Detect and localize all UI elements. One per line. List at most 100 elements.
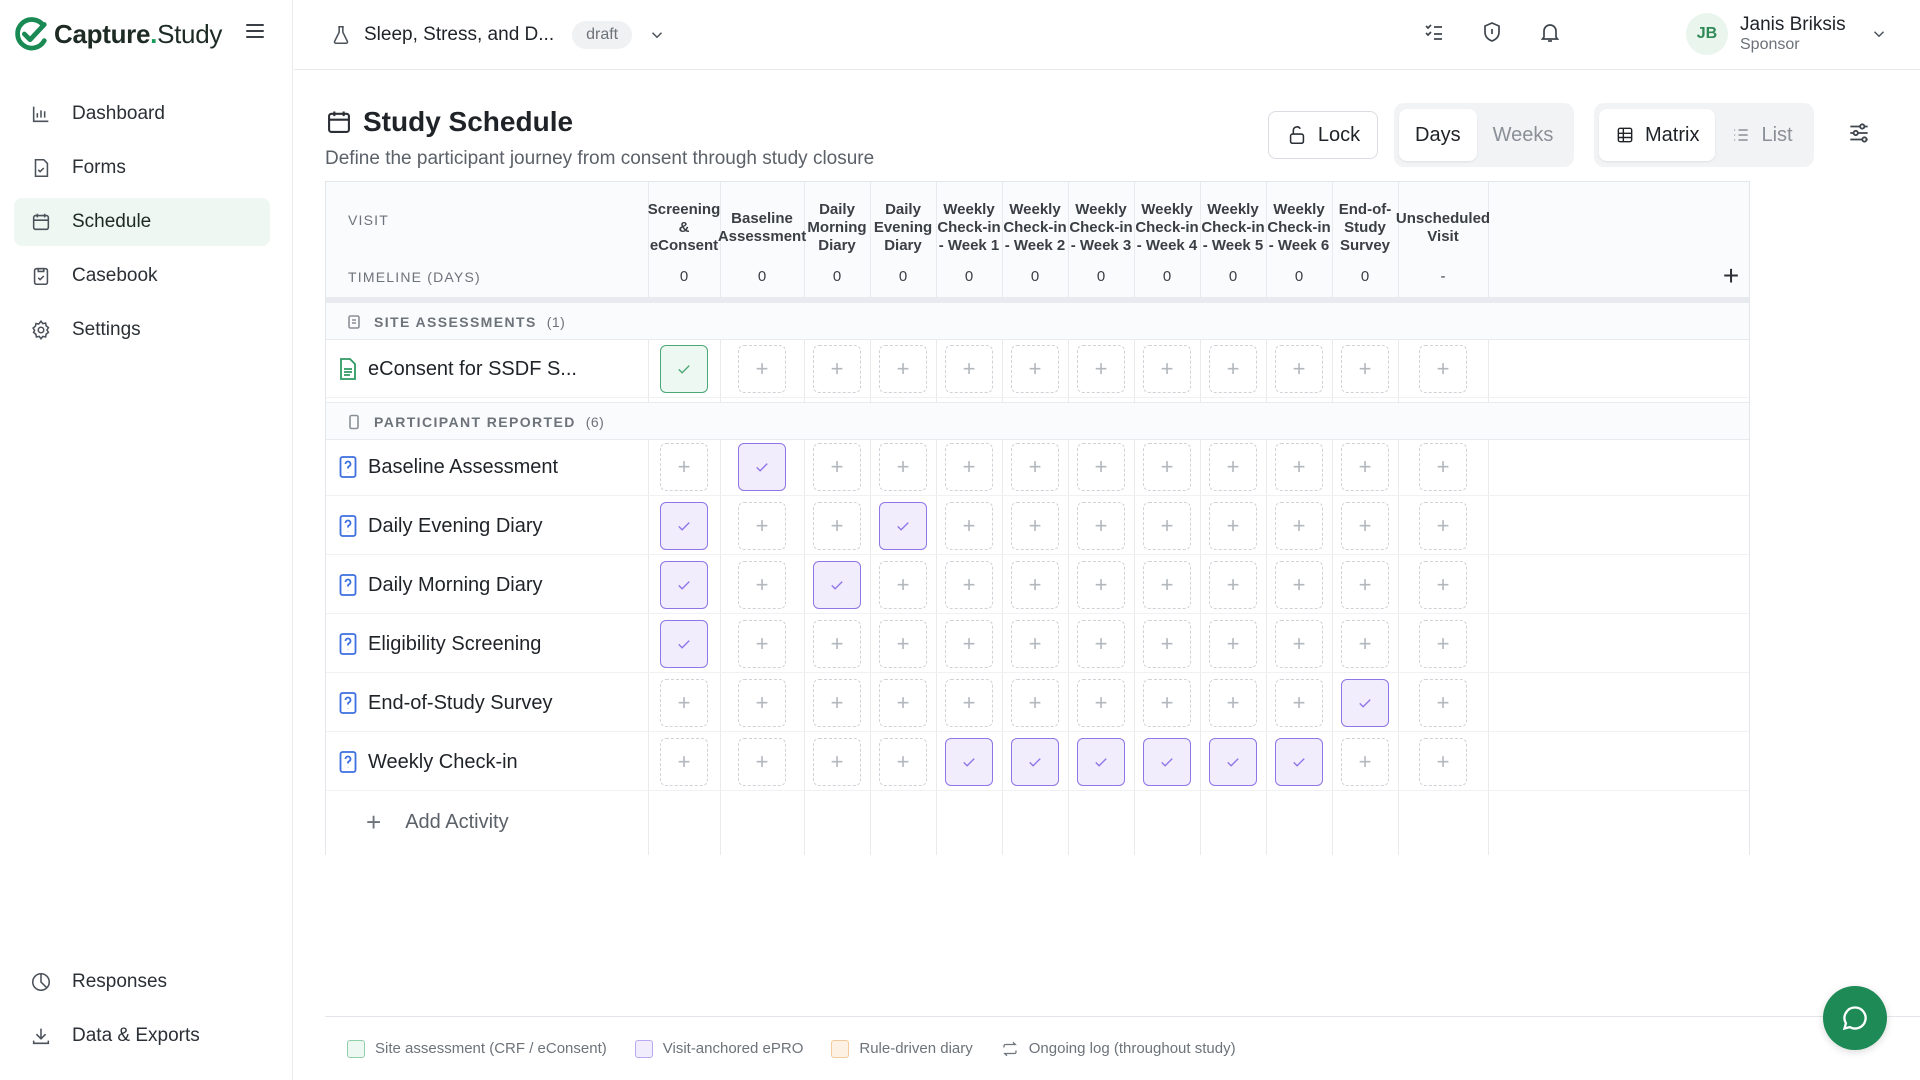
empty-cell[interactable]: + — [813, 345, 861, 393]
empty-cell[interactable]: + — [1341, 345, 1389, 393]
empty-cell[interactable]: + — [1143, 345, 1191, 393]
empty-cell[interactable]: + — [1275, 620, 1323, 668]
scheduled-cell[interactable] — [660, 620, 708, 668]
study-selector[interactable]: Sleep, Stress, and D... draft — [330, 18, 666, 52]
brand-logo[interactable]: Capture.Study — [12, 14, 222, 54]
empty-cell[interactable]: + — [1143, 620, 1191, 668]
lock-button[interactable]: Lock — [1268, 111, 1378, 159]
days-option[interactable]: Days — [1399, 109, 1477, 161]
empty-cell[interactable]: + — [738, 738, 786, 786]
empty-cell[interactable]: + — [660, 679, 708, 727]
empty-cell[interactable]: + — [1143, 679, 1191, 727]
empty-cell[interactable]: + — [1341, 561, 1389, 609]
empty-cell[interactable]: + — [945, 620, 993, 668]
nav-item-settings[interactable]: Settings — [14, 306, 270, 354]
scheduled-cell[interactable] — [879, 502, 927, 550]
shield-icon[interactable] — [1480, 20, 1504, 44]
hamburger-menu-icon[interactable] — [243, 20, 267, 44]
filter-settings-button[interactable] — [1846, 120, 1876, 150]
visit-column-header[interactable]: End-of- Study Survey — [1332, 190, 1398, 266]
empty-cell[interactable]: + — [1341, 738, 1389, 786]
empty-cell[interactable]: + — [1077, 502, 1125, 550]
checklist-icon[interactable] — [1422, 20, 1446, 44]
empty-cell[interactable]: + — [945, 561, 993, 609]
empty-cell[interactable]: + — [1341, 443, 1389, 491]
empty-cell[interactable]: + — [1209, 620, 1257, 668]
empty-cell[interactable]: + — [1275, 561, 1323, 609]
empty-cell[interactable]: + — [1077, 345, 1125, 393]
empty-cell[interactable]: + — [738, 345, 786, 393]
empty-cell[interactable]: + — [1011, 443, 1059, 491]
visit-column-header[interactable]: Baseline Assessment — [718, 190, 806, 266]
empty-cell[interactable]: + — [1209, 443, 1257, 491]
empty-cell[interactable]: + — [879, 345, 927, 393]
empty-cell[interactable]: + — [1275, 443, 1323, 491]
visit-column-header[interactable]: Weekly Check-in - Week 5 — [1200, 190, 1266, 266]
activity-name[interactable]: Daily Morning Diary — [338, 556, 643, 614]
scheduled-cell[interactable] — [813, 561, 861, 609]
empty-cell[interactable]: + — [1419, 738, 1467, 786]
empty-cell[interactable]: + — [813, 679, 861, 727]
empty-cell[interactable]: + — [1419, 443, 1467, 491]
empty-cell[interactable]: + — [1011, 679, 1059, 727]
empty-cell[interactable]: + — [738, 679, 786, 727]
activity-name[interactable]: End-of-Study Survey — [338, 674, 643, 732]
activity-name[interactable]: Baseline Assessment — [338, 438, 643, 496]
scheduled-cell[interactable] — [1275, 738, 1323, 786]
scheduled-cell[interactable] — [660, 502, 708, 550]
empty-cell[interactable]: + — [1077, 620, 1125, 668]
scheduled-cell[interactable] — [1077, 738, 1125, 786]
empty-cell[interactable]: + — [1209, 679, 1257, 727]
visit-column-header[interactable]: Weekly Check-in - Week 3 — [1068, 190, 1134, 266]
empty-cell[interactable]: + — [813, 443, 861, 491]
activity-name[interactable]: Eligibility Screening — [338, 615, 643, 673]
visit-column-header[interactable]: Daily Morning Diary — [804, 190, 870, 266]
empty-cell[interactable]: + — [1077, 443, 1125, 491]
empty-cell[interactable]: + — [1275, 679, 1323, 727]
visit-column-header[interactable]: Weekly Check-in - Week 1 — [936, 190, 1002, 266]
empty-cell[interactable]: + — [813, 620, 861, 668]
empty-cell[interactable]: + — [1011, 345, 1059, 393]
empty-cell[interactable]: + — [1275, 502, 1323, 550]
bell-icon[interactable] — [1538, 20, 1562, 44]
scheduled-cell[interactable] — [945, 738, 993, 786]
activity-name[interactable]: Weekly Check-in — [338, 733, 643, 791]
empty-cell[interactable]: + — [660, 443, 708, 491]
empty-cell[interactable]: + — [879, 738, 927, 786]
empty-cell[interactable]: + — [1209, 345, 1257, 393]
empty-cell[interactable]: + — [945, 443, 993, 491]
nav-item-forms[interactable]: Forms — [14, 144, 270, 192]
empty-cell[interactable]: + — [945, 502, 993, 550]
matrix-option[interactable]: Matrix — [1599, 109, 1716, 161]
empty-cell[interactable]: + — [738, 620, 786, 668]
empty-cell[interactable]: + — [879, 443, 927, 491]
empty-cell[interactable]: + — [1419, 502, 1467, 550]
empty-cell[interactable]: + — [879, 561, 927, 609]
visit-column-header[interactable]: Weekly Check-in - Week 2 — [1002, 190, 1068, 266]
nav-item-casebook[interactable]: Casebook — [14, 252, 270, 300]
scheduled-cell[interactable] — [1209, 738, 1257, 786]
empty-cell[interactable]: + — [1011, 561, 1059, 609]
scheduled-cell[interactable] — [660, 345, 708, 393]
empty-cell[interactable]: + — [1419, 620, 1467, 668]
empty-cell[interactable]: + — [1143, 443, 1191, 491]
add-activity-button[interactable]: + Add Activity — [366, 807, 509, 837]
nav-item-responses[interactable]: Responses — [14, 958, 270, 1006]
scheduled-cell[interactable] — [738, 443, 786, 491]
scheduled-cell[interactable] — [1011, 738, 1059, 786]
empty-cell[interactable]: + — [1077, 679, 1125, 727]
empty-cell[interactable]: + — [738, 502, 786, 550]
empty-cell[interactable]: + — [1419, 345, 1467, 393]
empty-cell[interactable]: + — [1077, 561, 1125, 609]
empty-cell[interactable]: + — [945, 345, 993, 393]
empty-cell[interactable]: + — [1341, 502, 1389, 550]
nav-item-schedule[interactable]: Schedule — [14, 198, 270, 246]
empty-cell[interactable]: + — [1011, 620, 1059, 668]
empty-cell[interactable]: + — [813, 502, 861, 550]
empty-cell[interactable]: + — [1011, 502, 1059, 550]
empty-cell[interactable]: + — [1143, 502, 1191, 550]
empty-cell[interactable]: + — [945, 679, 993, 727]
user-menu[interactable]: JB Janis Briksis Sponsor — [1686, 10, 1888, 58]
empty-cell[interactable]: + — [879, 679, 927, 727]
add-visit-button[interactable]: + — [1722, 260, 1740, 291]
